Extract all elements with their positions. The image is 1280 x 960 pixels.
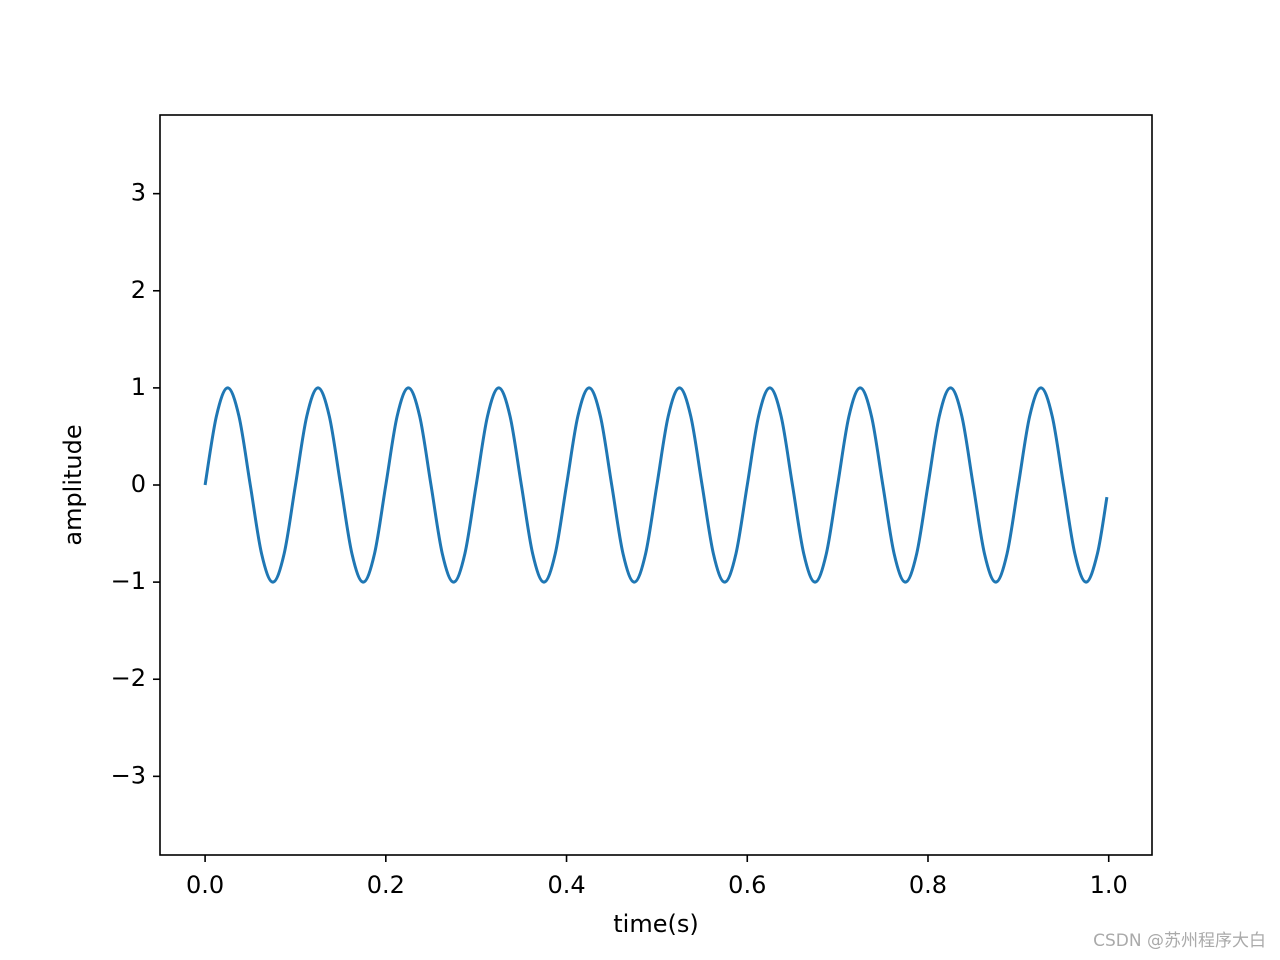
y-tick-label: −2	[111, 664, 146, 692]
y-tick-label: −1	[111, 567, 146, 595]
x-tick-label: 1.0	[1090, 871, 1128, 899]
x-tick-label: 0.6	[728, 871, 766, 899]
y-axis-label: amplitude	[59, 424, 87, 545]
y-tick-label: 1	[131, 373, 146, 401]
axes-frame	[159, 114, 1153, 856]
x-axis-label: time(s)	[613, 910, 698, 938]
y-tick-label: 3	[131, 179, 146, 207]
x-tick-label: 0.8	[909, 871, 947, 899]
x-tick-label: 0.4	[547, 871, 585, 899]
line-series	[203, 386, 1109, 584]
y-tick-label: −3	[111, 761, 146, 789]
y-tick-label: 2	[131, 276, 146, 304]
x-tick-label: 0.2	[367, 871, 405, 899]
x-tick-label: 0.0	[186, 871, 224, 899]
watermark: CSDN @苏州程序大白	[1093, 931, 1266, 951]
y-tick-label: 0	[131, 470, 146, 498]
